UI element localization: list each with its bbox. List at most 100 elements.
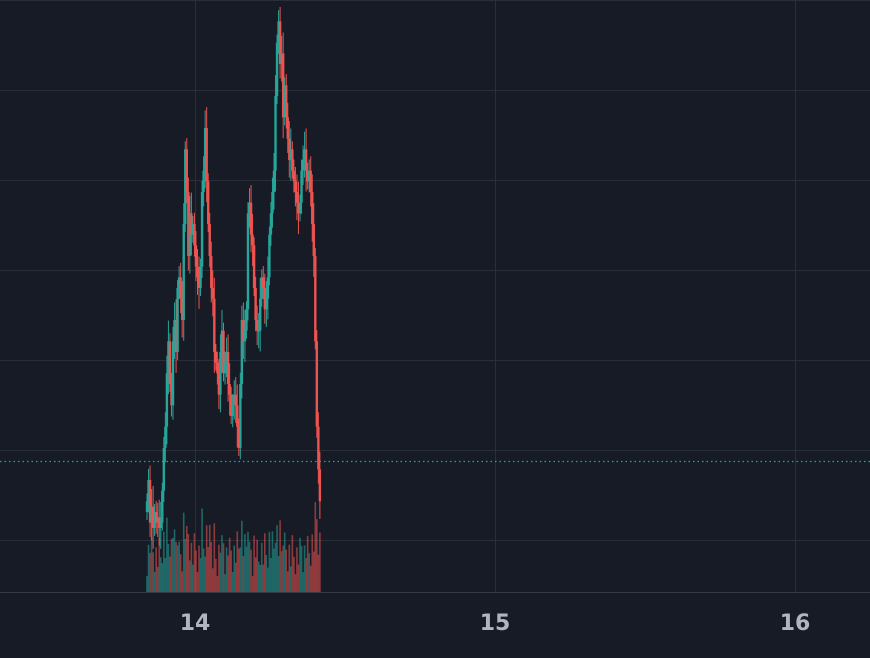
candle-body bbox=[184, 149, 187, 224]
volume-bar bbox=[230, 550, 232, 592]
volume-bar bbox=[150, 537, 153, 592]
candle-body bbox=[252, 245, 256, 288]
candle bbox=[285, 74, 288, 129]
candle bbox=[147, 468, 150, 513]
volume-bar bbox=[152, 552, 154, 592]
volume-bar bbox=[264, 533, 266, 592]
candle bbox=[272, 153, 276, 210]
candle-body bbox=[312, 224, 315, 256]
candle-body bbox=[246, 213, 250, 310]
candle-body bbox=[281, 53, 285, 118]
candle-body bbox=[288, 138, 291, 160]
volume-bar bbox=[300, 545, 303, 592]
candle bbox=[274, 75, 277, 192]
volume-bar bbox=[270, 558, 272, 592]
volume-bar bbox=[211, 568, 214, 592]
candle-body bbox=[216, 362, 219, 374]
candle bbox=[234, 377, 237, 423]
volume-bar bbox=[251, 575, 254, 592]
candle bbox=[199, 258, 202, 296]
volume-bar bbox=[201, 508, 203, 592]
candle bbox=[242, 302, 245, 359]
candle-body bbox=[177, 277, 181, 288]
volume-bar bbox=[167, 543, 170, 592]
candle-body bbox=[314, 256, 317, 342]
candle bbox=[222, 322, 225, 382]
candle-body bbox=[220, 330, 224, 352]
candle bbox=[291, 141, 294, 179]
candle bbox=[259, 277, 262, 352]
candle-body bbox=[245, 309, 248, 331]
candle bbox=[180, 281, 184, 338]
volume-bar bbox=[213, 523, 216, 592]
candle-body bbox=[240, 320, 244, 384]
candle-body bbox=[156, 517, 159, 523]
candle bbox=[248, 188, 251, 228]
volume-bar bbox=[265, 555, 268, 592]
candle-body bbox=[180, 298, 184, 320]
candle-body bbox=[249, 202, 253, 235]
candle-body bbox=[197, 277, 201, 288]
candle-body bbox=[165, 373, 169, 427]
candle-body bbox=[171, 341, 175, 406]
candle-body bbox=[159, 522, 162, 528]
candle bbox=[171, 326, 175, 420]
candle bbox=[297, 181, 300, 235]
volume-bar bbox=[257, 561, 260, 592]
candle-body bbox=[176, 288, 179, 352]
candle-body bbox=[248, 202, 251, 214]
volume-bar bbox=[178, 541, 180, 592]
candle bbox=[216, 351, 219, 385]
candle-body bbox=[210, 256, 213, 288]
candle-body bbox=[234, 394, 237, 406]
volume-bar bbox=[254, 557, 257, 592]
candle bbox=[262, 266, 265, 300]
volume-bars bbox=[146, 502, 321, 592]
candle bbox=[303, 131, 306, 178]
candles bbox=[145, 6, 322, 549]
candle bbox=[159, 501, 162, 549]
candle bbox=[188, 195, 192, 274]
candle bbox=[231, 394, 234, 428]
candle-body bbox=[205, 128, 208, 182]
candle bbox=[283, 77, 286, 126]
volume-bar bbox=[225, 547, 228, 592]
volume-bar bbox=[187, 534, 190, 592]
candle-body bbox=[297, 202, 300, 214]
candle-body bbox=[211, 288, 214, 299]
candle bbox=[301, 145, 305, 186]
candle-body bbox=[304, 149, 308, 171]
candle bbox=[289, 128, 293, 181]
candle-body bbox=[203, 128, 207, 171]
candle-body bbox=[199, 266, 202, 288]
candle bbox=[193, 212, 196, 257]
candle bbox=[148, 465, 152, 538]
candle-body bbox=[318, 469, 322, 502]
candle bbox=[205, 107, 208, 203]
volume-bar bbox=[260, 542, 263, 592]
volume-bar bbox=[210, 542, 213, 592]
candle bbox=[167, 320, 170, 395]
candle bbox=[223, 351, 227, 385]
candle-body bbox=[158, 517, 161, 528]
volume-bar bbox=[161, 563, 164, 592]
volume-bar bbox=[242, 556, 245, 592]
candle bbox=[191, 216, 195, 243]
candle bbox=[239, 372, 242, 460]
volume-bar bbox=[166, 517, 168, 592]
candle bbox=[197, 256, 201, 309]
volume-bar bbox=[311, 534, 314, 592]
volume-bar bbox=[283, 532, 286, 592]
candle bbox=[214, 344, 218, 371]
volume-bar bbox=[195, 550, 197, 592]
candle bbox=[174, 299, 178, 373]
candle-body bbox=[226, 352, 230, 384]
volume-bar bbox=[189, 560, 191, 592]
candle-body bbox=[242, 320, 245, 342]
candle bbox=[268, 226, 271, 286]
candle-body bbox=[208, 224, 211, 256]
candle bbox=[145, 493, 149, 520]
candle-body bbox=[164, 426, 167, 448]
volume-bar bbox=[282, 545, 284, 592]
